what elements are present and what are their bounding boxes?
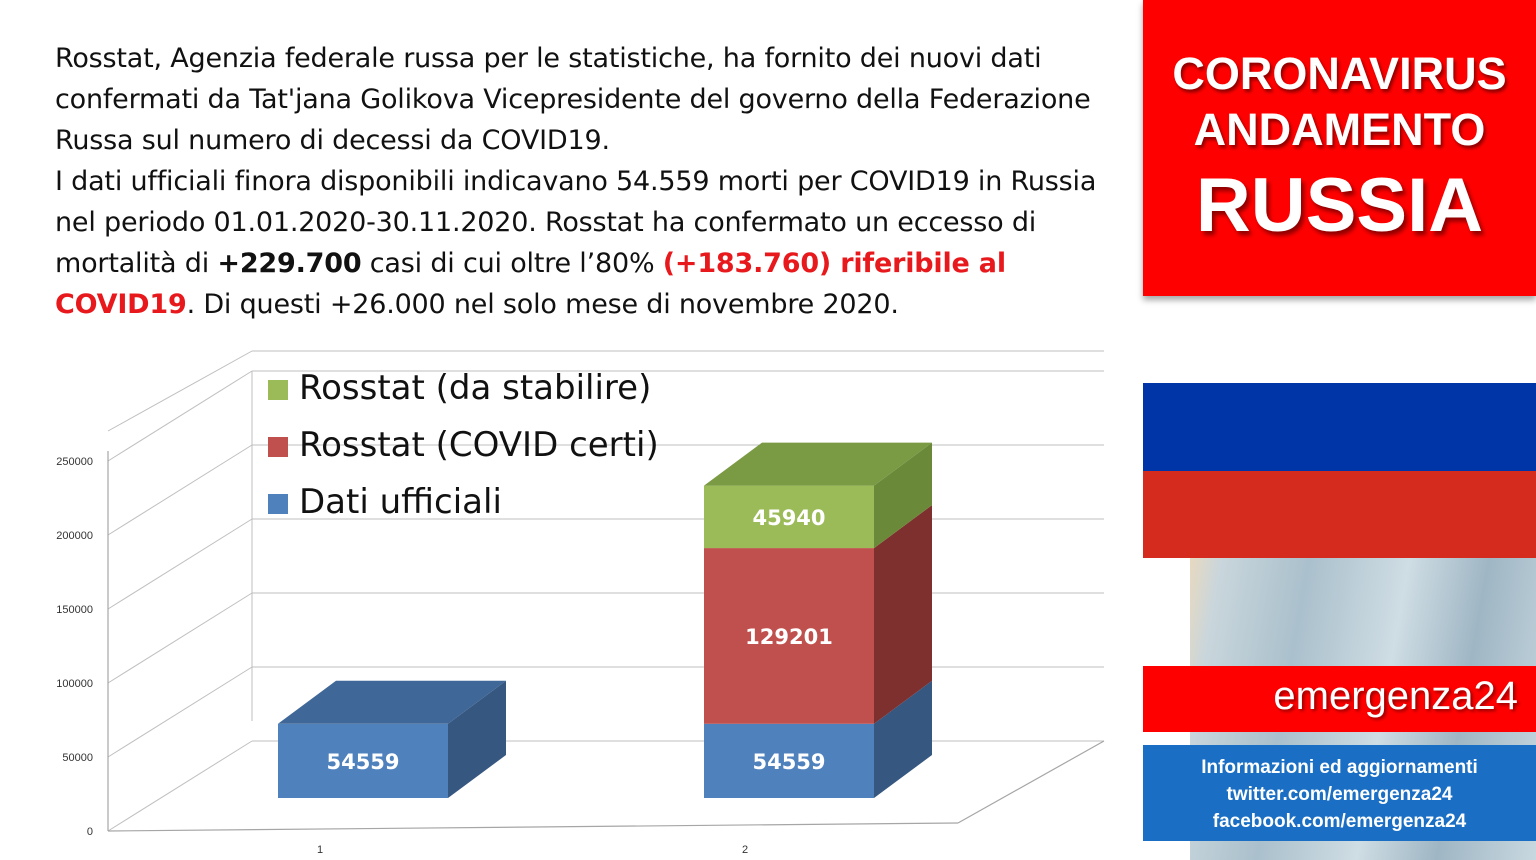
title-line-2: ANDAMENTO bbox=[1193, 104, 1486, 155]
intro-text-part: I dati ufficiali finora disponibili indi… bbox=[55, 166, 1097, 279]
bar-side-face bbox=[874, 442, 932, 549]
intro-text-part: . Di questi +26.000 nel solo mese di nov… bbox=[186, 289, 899, 320]
gridline-side bbox=[107, 444, 253, 536]
title-line-1: CORONAVIRUS bbox=[1172, 48, 1507, 99]
y-tick-label: 50000 bbox=[62, 752, 93, 764]
bar-side-face bbox=[874, 680, 932, 798]
x-tick-label: 2 bbox=[742, 844, 748, 856]
bar-data-label: 129201 bbox=[745, 625, 833, 649]
chart-axes: 0 50000 100000 150000 200000 250000 1 2 bbox=[56, 451, 1105, 856]
intro-paragraph-1: Rosstat, Agenzia federale russa per le s… bbox=[55, 43, 1091, 156]
info-line-2: twitter.com/emergenza24 bbox=[1226, 784, 1453, 805]
legend-label: Rosstat (COVID certi) bbox=[299, 425, 659, 465]
info-line-3: facebook.com/emergenza24 bbox=[1212, 811, 1467, 832]
bar-data-label: 54559 bbox=[752, 750, 825, 774]
info-line-1: Informazioni ed aggiornamenti bbox=[1201, 757, 1478, 778]
excess-deaths-value: +229.700 bbox=[217, 248, 362, 279]
bar-segment bbox=[278, 723, 448, 798]
title-line-3: RUSSIA bbox=[1195, 163, 1484, 248]
legend-swatch bbox=[268, 437, 288, 457]
intro-text: Rosstat, Agenzia federale russa per le s… bbox=[55, 38, 1130, 325]
gridline-side bbox=[107, 740, 253, 832]
bar-side-face bbox=[874, 505, 932, 724]
intro-text-part: casi di cui oltre l’80% bbox=[361, 248, 663, 279]
brand-banner: emergenza24 bbox=[1143, 666, 1536, 732]
chart-grid bbox=[107, 350, 1104, 832]
sidebar: CORONAVIRUS ANDAMENTO RUSSIA emergenza24… bbox=[1143, 0, 1536, 860]
y-tick-label: 100000 bbox=[56, 678, 93, 690]
legend-swatch bbox=[268, 380, 288, 400]
bar-segment bbox=[704, 548, 874, 724]
bar-top-face bbox=[704, 442, 932, 486]
gridline-side bbox=[107, 370, 253, 462]
brand-name: emergenza24 bbox=[1273, 674, 1518, 718]
y-tick-label: 150000 bbox=[56, 604, 93, 616]
bar-data-label: 45940 bbox=[752, 506, 825, 530]
chart-bars: 54559 54559 129201 45940 bbox=[278, 442, 932, 798]
bar-side-face bbox=[448, 680, 506, 798]
gridline-side bbox=[107, 518, 253, 610]
legend-swatch bbox=[268, 494, 288, 514]
flag-red-stripe bbox=[1143, 471, 1536, 558]
info-box: Informazioni ed aggiornamenti twitter.co… bbox=[1143, 745, 1536, 841]
flag-blue-stripe bbox=[1143, 383, 1536, 471]
x-tick-label: 1 bbox=[317, 844, 323, 856]
y-tick-label: 200000 bbox=[56, 530, 93, 542]
legend-label: Dati ufficiali bbox=[299, 482, 502, 522]
gridline-side bbox=[107, 592, 253, 684]
bar-data-label: 54559 bbox=[326, 750, 399, 774]
gridline-side bbox=[107, 350, 253, 432]
title-banner: CORONAVIRUS ANDAMENTO RUSSIA bbox=[1143, 0, 1536, 296]
bar-top-face bbox=[278, 680, 506, 724]
floor-edge bbox=[957, 740, 1105, 824]
bar-segment bbox=[704, 485, 874, 549]
covid-share-highlight: (+183.760) riferibile al COVID19 bbox=[55, 248, 1006, 320]
legend-label: Rosstat (da stabilire) bbox=[299, 368, 651, 408]
y-tick-label: 250000 bbox=[56, 456, 93, 468]
gridline-side bbox=[107, 666, 253, 758]
chart-legend: Rosstat (da stabilire) Rosstat (COVID cer… bbox=[268, 368, 659, 522]
x-axis-line bbox=[107, 822, 959, 832]
y-tick-label: 0 bbox=[87, 826, 93, 838]
intro-paragraph-2: I dati ufficiali finora disponibili indi… bbox=[55, 161, 1130, 325]
bar-segment bbox=[704, 723, 874, 798]
